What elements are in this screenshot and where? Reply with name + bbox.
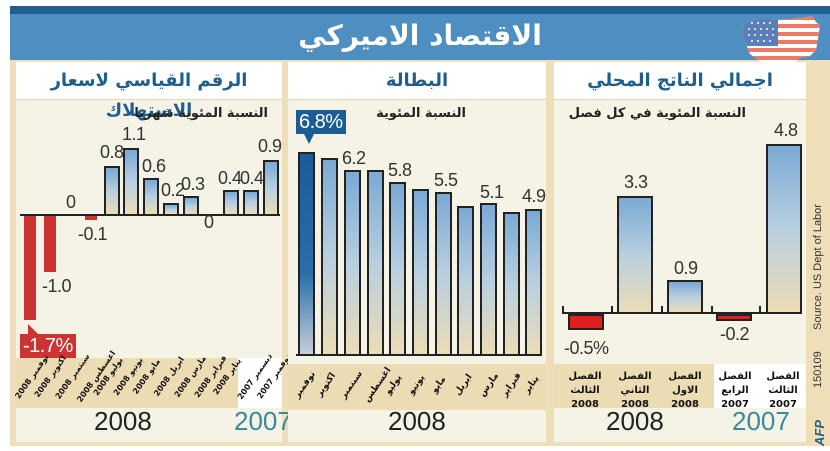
gdp-tick (759, 306, 761, 313)
cpi-bar-nov-2007 (263, 160, 279, 216)
cpi-value-apr-2008: 0.2 (161, 180, 185, 200)
cpi-value-jul-2008: 0.8 (100, 142, 124, 162)
cpi-bar-oct-2008 (44, 216, 56, 272)
unemployment-value-jan: 4.9 (522, 186, 546, 206)
unemployment-callout: 6.8% (296, 110, 346, 134)
gdp-quarter-band (554, 364, 714, 408)
gdp-bar-q2-2008 (617, 196, 653, 314)
cpi-panel: الرقم القياسي لاسعار الاستهلاك النسبة ال… (13, 62, 293, 442)
cpi-value-jan-2008: 0.4 (218, 168, 242, 188)
unemployment-bar-may (435, 192, 452, 356)
unemployment-bar-apr (457, 206, 474, 356)
unemployment-month-band (288, 364, 546, 410)
cpi-value-jun-2008: 1.1 (122, 124, 146, 144)
graphic-code: 150109 (812, 351, 824, 388)
gdp-quarter-label: الفصل الثاني 2008 (618, 371, 652, 410)
gdp-bar-q4-2007 (716, 314, 752, 321)
gdp-value-q3-2008: -0.5% (564, 338, 609, 358)
gdp-quarter-label: الفصل الثالث 2007 (766, 371, 800, 410)
unemployment-value-may: 5.5 (434, 170, 458, 190)
unemployment-bar-mar (480, 203, 497, 356)
source-credit: Source. US Dept of Labor (812, 204, 824, 330)
gdp-tick (661, 306, 663, 313)
cpi-value-dec-2007: 0.4 (240, 168, 264, 188)
gdp-panel-header: اجمالي الناتج المحلي (554, 62, 806, 100)
unemployment-bar-nov (298, 152, 315, 356)
gdp-quarter-label: الفصل الاول 2008 (668, 371, 702, 410)
cpi-bar-jun-2008 (123, 148, 139, 216)
unemployment-bar-feb (503, 212, 520, 356)
cpi-month-band-2007 (238, 358, 282, 408)
gdp-subtitle: النسبة المئوية في كل فصل (568, 106, 746, 121)
unemployment-bar-jan (525, 209, 542, 356)
unemployment-bar-sep (344, 170, 361, 356)
unemployment-panel: البطالة النسبة المئوية 6.8% 6.2 5.8 5.5 … (288, 62, 546, 442)
cpi-value-feb-2008: 0 (204, 212, 214, 232)
unemployment-year-2008: 2008 (388, 406, 446, 436)
gdp-title: اجمالي الناتج المحلي (587, 70, 773, 91)
cpi-bar-jul-2008 (104, 166, 120, 216)
cpi-value-oct-2008: -1.0 (42, 276, 72, 296)
unemployment-bar-oct (321, 158, 338, 356)
cpi-callout: -1.7% (20, 334, 76, 358)
banner-title: الاقتصاد الاميركي (298, 19, 542, 52)
cpi-value-aug-2008: -0.1 (78, 224, 108, 244)
gdp-value-q2-2008: 3.3 (624, 172, 648, 192)
afp-logo: AFP (812, 420, 827, 446)
cpi-year-2008: 2008 (94, 406, 152, 436)
gdp-tick (562, 306, 564, 313)
gdp-quarter-label: الفصل الثالث 2008 (568, 371, 602, 410)
cpi-month-band (16, 358, 238, 408)
cpi-bar-dec-2007 (243, 190, 259, 216)
cpi-bar-nov-2008 (24, 216, 36, 320)
cpi-bar-mar-2008 (183, 196, 199, 216)
gdp-bar-q1-2008 (667, 280, 703, 314)
cpi-value-nov-2007: 0.9 (258, 136, 282, 156)
gdp-value-q1-2008: 0.9 (674, 258, 698, 278)
gdp-year-2007: 2007 (732, 406, 790, 436)
unemployment-subtitle: النسبة المئوية (376, 106, 466, 121)
gdp-value-q4-2007: -0.2 (720, 324, 750, 344)
gdp-tick (711, 306, 713, 313)
gdp-value-q3-2007: 4.8 (774, 120, 798, 140)
unemployment-value-sep: 6.2 (342, 148, 366, 168)
unemployment-panel-header: البطالة (288, 62, 546, 100)
cpi-subtitle: النسبة المئوية شهريا (134, 106, 268, 121)
banner: الاقتصاد الاميركي (10, 14, 830, 60)
cpi-value-may-2008: 0.6 (142, 156, 166, 176)
gdp-bar-q3-2008 (568, 314, 604, 330)
gdp-quarter-band-2007 (714, 364, 806, 408)
gdp-quarter-label: الفصل الرابع 2007 (718, 371, 752, 410)
cpi-bar-aug-2008 (85, 216, 97, 220)
unemployment-bar-jul (389, 182, 406, 356)
cpi-bar-jan-2008 (223, 190, 239, 216)
top-bar (10, 6, 830, 14)
cpi-value-sep-2008: 0 (66, 192, 76, 212)
cpi-value-mar-2008: 0.3 (181, 174, 205, 194)
unemployment-bar-aug (367, 170, 384, 356)
gdp-year-2008: 2008 (606, 406, 664, 436)
unemployment-bar-jun (412, 189, 429, 356)
cpi-title: الرقم القياسي لاسعار الاستهلاك (50, 70, 248, 121)
gdp-bar-q3-2007 (766, 144, 802, 314)
cpi-bar-may-2008 (143, 178, 159, 216)
unemployment-callout-tail (304, 134, 314, 144)
unemployment-title: البطالة (385, 70, 449, 91)
cpi-callout-tail (28, 324, 38, 334)
gdp-panel: اجمالي الناتج المحلي النسبة المئوية في ك… (554, 62, 806, 442)
unemployment-value-mar: 5.1 (480, 182, 504, 202)
cpi-year-2007: 2007 (234, 406, 292, 436)
cpi-panel-header: الرقم القياسي لاسعار الاستهلاك (16, 62, 282, 121)
cpi-bar-apr-2008 (163, 203, 179, 216)
gdp-tick (611, 306, 613, 313)
unemployment-value-jul: 5.8 (388, 160, 412, 180)
